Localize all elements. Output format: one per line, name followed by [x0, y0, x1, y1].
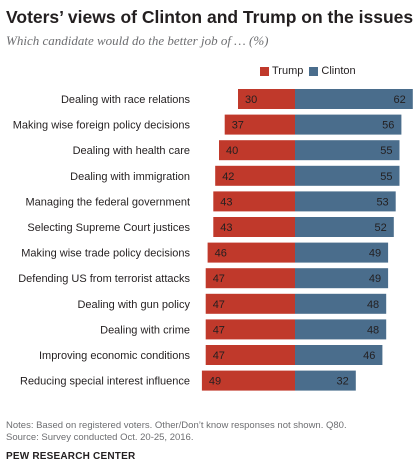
bar-trump [224, 114, 295, 135]
legend-item-trump: Trump [260, 65, 303, 77]
bar-clinton [295, 345, 383, 365]
chart-subtitle: Which candidate would do the better job … [6, 33, 269, 48]
bar-clinton [295, 319, 387, 340]
data-label-clinton: 55 [380, 145, 392, 157]
category-label: Managing the federal government [26, 196, 191, 208]
data-label-trump: 43 [220, 196, 232, 208]
bar-clinton [295, 140, 400, 161]
bar-trump [205, 345, 295, 365]
data-label-clinton: 49 [369, 273, 381, 285]
bar-trump [205, 319, 295, 340]
bar-clinton [295, 242, 389, 263]
data-label-trump: 47 [213, 299, 225, 311]
legend-swatch-trump [260, 66, 269, 76]
category-label: Dealing with race relations [61, 94, 191, 106]
data-label-trump: 37 [232, 120, 244, 132]
data-label-clinton: 53 [376, 196, 388, 208]
data-label-clinton: 56 [382, 120, 394, 132]
bar-trump [207, 242, 295, 263]
legend-label-clinton: Clinton [321, 65, 356, 77]
data-label-trump: 30 [245, 94, 257, 106]
data-label-trump: 40 [226, 145, 238, 157]
bar-trump [238, 89, 295, 109]
category-label: Improving economic conditions [39, 350, 191, 362]
bar-clinton [295, 191, 396, 212]
bar-clinton [295, 217, 394, 237]
bar-clinton [295, 293, 387, 314]
bar-clinton [295, 165, 400, 186]
category-label: Dealing with gun policy [77, 299, 190, 311]
category-label: Reducing special interest influence [20, 376, 190, 388]
bar-trump [213, 217, 295, 237]
category-label: Making wise trade policy decisions [21, 248, 190, 260]
legend-swatch-clinton [309, 66, 319, 76]
bar-trump [205, 268, 295, 289]
category-label: Selecting Supreme Court justices [27, 222, 190, 234]
diverging-bar-chart: Dealing with race relations 30 62 Making wi… [13, 89, 413, 391]
bar-clinton [295, 268, 389, 289]
category-label: Making wise foreign policy decisions [13, 120, 191, 132]
source-text: Source: Survey conducted Oct. 20-25, 201… [6, 432, 194, 443]
bar-trump [219, 140, 295, 161]
chart-notes: Notes: Based on registered voters. Other… [6, 420, 416, 444]
bar-trump [201, 370, 295, 391]
chart-title: Voters’ views of Clinton and Trump on th… [6, 7, 414, 27]
organization-credit: PEW RESEARCH CENTER [6, 451, 136, 462]
bar-trump [205, 293, 295, 314]
data-label-trump: 46 [215, 248, 227, 260]
legend-label-trump: Trump [272, 65, 304, 77]
data-label-clinton: 48 [367, 324, 379, 336]
data-label-clinton: 46 [363, 350, 375, 362]
data-label-clinton: 52 [375, 222, 387, 234]
data-label-trump: 42 [222, 171, 234, 183]
category-label: Dealing with health care [73, 145, 190, 157]
data-label-trump: 47 [213, 350, 225, 362]
data-label-clinton: 62 [394, 94, 406, 106]
category-label: Defending US from terrorist attacks [18, 273, 190, 285]
bar-trump [215, 165, 295, 186]
bar-clinton [295, 370, 356, 391]
bar-trump [213, 191, 295, 212]
data-label-trump: 47 [213, 324, 225, 336]
data-label-clinton: 49 [369, 248, 381, 260]
legend: Trump Clinton [260, 64, 362, 78]
legend-item-clinton: Clinton [309, 65, 356, 77]
note-text: Notes: Based on registered voters. Other… [6, 420, 347, 431]
category-label: Dealing with immigration [70, 171, 190, 183]
data-label-trump: 43 [220, 222, 232, 234]
data-label-clinton: 32 [337, 376, 349, 388]
data-label-clinton: 55 [380, 171, 392, 183]
data-label-trump: 47 [213, 273, 225, 285]
data-label-trump: 49 [209, 376, 221, 388]
bar-clinton [295, 114, 402, 135]
data-label-clinton: 48 [367, 299, 379, 311]
bar-clinton [295, 89, 413, 109]
category-label: Dealing with crime [100, 324, 190, 336]
